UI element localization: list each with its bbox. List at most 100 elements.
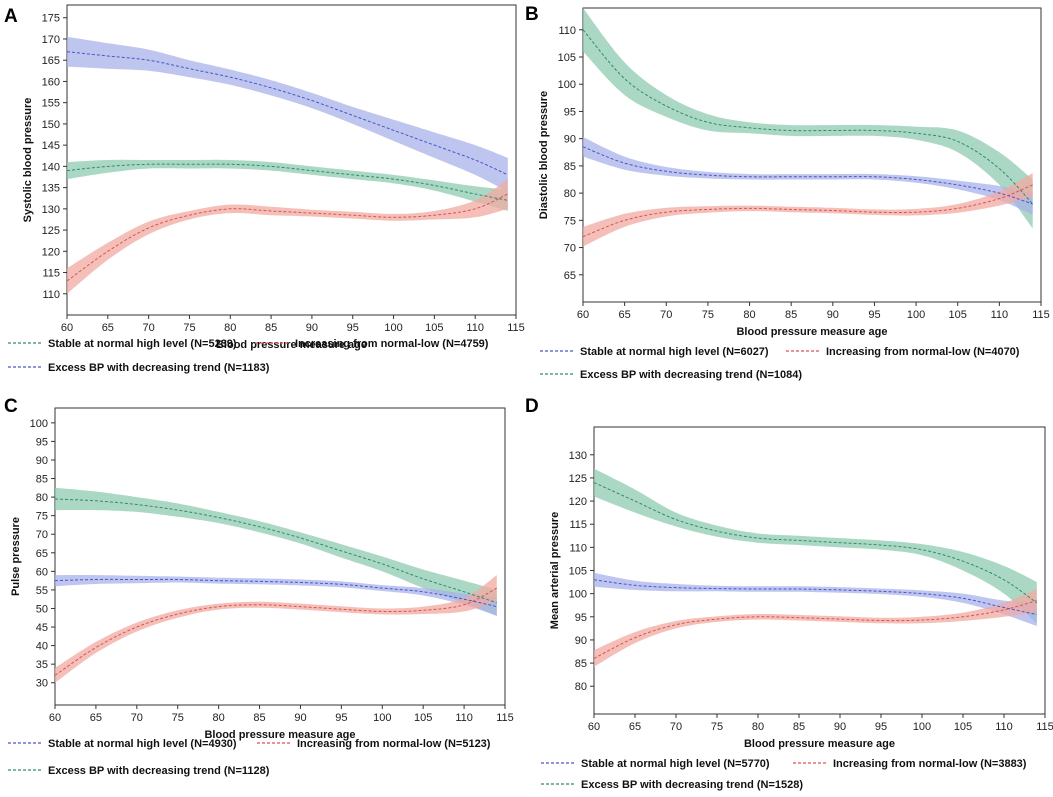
y-tick-label: 170 xyxy=(42,34,60,46)
x-tick-label: 110 xyxy=(455,712,473,724)
x-tick-label: 115 xyxy=(1032,309,1050,321)
x-tick-label: 90 xyxy=(306,322,318,334)
y-tick-label: 55 xyxy=(36,585,48,597)
x-axis-label: Blood pressure measure age xyxy=(204,729,355,741)
x-tick-label: 60 xyxy=(49,712,61,724)
x-tick-label: 90 xyxy=(827,309,839,321)
x-tick-label: 75 xyxy=(183,322,195,334)
x-tick-label: 65 xyxy=(90,712,102,724)
y-tick-label: 125 xyxy=(42,225,60,237)
y-tick-label: 65 xyxy=(36,548,48,560)
x-tick-label: 70 xyxy=(131,712,143,724)
y-tick-label: 135 xyxy=(42,183,60,195)
legend: Stable at normal high level (N=5239) Incr… xyxy=(8,338,489,374)
x-tick-label: 105 xyxy=(949,309,967,321)
y-tick-label: 110 xyxy=(42,289,60,301)
legend-item-red: Increasing from normal-low (N=5123) xyxy=(257,738,491,750)
y-tick-label: 40 xyxy=(36,641,48,653)
x-axis-label: Blood pressure measure age xyxy=(736,326,887,338)
x-tick-label: 100 xyxy=(913,721,931,733)
x-tick-label: 75 xyxy=(711,721,723,733)
panel-letter: C xyxy=(4,396,18,417)
x-tick-label: 70 xyxy=(143,322,155,334)
y-tick-label: 60 xyxy=(36,566,48,578)
series-line-green xyxy=(583,29,1034,205)
y-tick-label: 70 xyxy=(564,243,576,255)
panel-b: B 60 65 70 75 80 85 90 95 100 105 110 115 65 70 75 80 85 9… xyxy=(525,4,1050,381)
plot-area xyxy=(55,487,498,683)
legend-item-blue: Stable at normal high level (N=6027) xyxy=(540,346,769,358)
x-tick-label: 100 xyxy=(384,322,402,334)
y-tick-label: 90 xyxy=(564,134,576,146)
legend: Stable at normal high level (N=4930) Incr… xyxy=(8,738,491,777)
y-tick-label: 80 xyxy=(36,492,48,504)
series-line-blue xyxy=(583,146,1033,205)
y-tick-label: 115 xyxy=(42,268,60,280)
confidence-band-red xyxy=(583,173,1033,247)
series-line-blue xyxy=(594,579,1037,615)
y-tick-label: 45 xyxy=(36,622,48,634)
y-tick-label: 175 xyxy=(42,13,60,25)
x-tick-label: 80 xyxy=(743,309,755,321)
legend: Stable at normal high level (N=5770) Incr… xyxy=(541,758,1027,791)
x-tick-label: 110 xyxy=(466,322,484,334)
x-tick-label: 115 xyxy=(496,712,514,724)
x-tick-label: 85 xyxy=(253,712,265,724)
x-tick-label: 75 xyxy=(172,712,184,724)
confidence-band-green xyxy=(55,487,497,616)
x-tick-label: 85 xyxy=(793,721,805,733)
panel-d: D 60 65 70 75 80 85 90 95 100 105 110 115 80 85 90 95 100… xyxy=(525,396,1053,791)
legend-item-red: Increasing from normal-low (N=3883) xyxy=(793,758,1027,770)
x-tick-label: 80 xyxy=(752,721,764,733)
x-tick-label: 95 xyxy=(347,322,359,334)
x-tick-label: 60 xyxy=(588,721,600,733)
y-tick-label: 105 xyxy=(558,52,576,64)
y-tick-label: 150 xyxy=(42,119,60,131)
series-line-green xyxy=(55,498,497,604)
x-tick-label: 115 xyxy=(507,322,525,334)
y-tick-label: 145 xyxy=(42,140,60,152)
x-tick-label: 70 xyxy=(670,721,682,733)
legend-label-red: Increasing from normal-low (N=3883) xyxy=(833,758,1027,770)
y-tick-label: 100 xyxy=(558,79,576,91)
y-tick-label: 85 xyxy=(575,658,587,670)
legend-item-blue: Excess BP with decreasing trend (N=1183) xyxy=(8,362,270,374)
legend-item-green: Excess BP with decreasing trend (N=1084) xyxy=(540,369,802,381)
y-tick-label: 80 xyxy=(564,188,576,200)
legend-item-blue: Stable at normal high level (N=5770) xyxy=(541,758,770,770)
y-tick-label: 120 xyxy=(42,246,60,258)
y-tick-label: 35 xyxy=(36,659,48,671)
y-tick-label: 115 xyxy=(569,519,587,531)
y-tick-label: 155 xyxy=(42,98,60,110)
confidence-band-red xyxy=(67,179,508,294)
x-tick-label: 100 xyxy=(373,712,391,724)
x-tick-label: 85 xyxy=(785,309,797,321)
y-tick-label: 85 xyxy=(564,161,576,173)
x-tick-label: 70 xyxy=(660,309,672,321)
y-tick-label: 165 xyxy=(42,55,60,67)
x-tick-label: 65 xyxy=(619,309,631,321)
x-tick-label: 65 xyxy=(629,721,641,733)
x-tick-label: 90 xyxy=(834,721,846,733)
x-tick-label: 105 xyxy=(954,721,972,733)
y-axis-label: Systolic blood pressure xyxy=(22,98,34,223)
y-tick-label: 50 xyxy=(36,603,48,615)
y-tick-label: 75 xyxy=(36,511,48,523)
legend-item-green: Excess BP with decreasing trend (N=1528) xyxy=(541,779,803,791)
x-tick-label: 100 xyxy=(907,309,925,321)
y-tick-label: 70 xyxy=(36,529,48,541)
plot-area xyxy=(67,36,509,294)
y-tick-label: 105 xyxy=(569,566,587,578)
panel-letter: D xyxy=(525,396,539,417)
x-tick-label: 110 xyxy=(995,721,1013,733)
plot-area xyxy=(594,468,1038,667)
x-tick-label: 60 xyxy=(61,322,73,334)
y-tick-label: 95 xyxy=(36,436,48,448)
y-tick-label: 90 xyxy=(36,455,48,467)
plot-frame xyxy=(66,4,517,316)
y-tick-label: 90 xyxy=(575,635,587,647)
legend-label-blue: Excess BP with decreasing trend (N=1183) xyxy=(48,362,270,374)
confidence-band-green xyxy=(67,159,508,211)
legend-label-green: Stable at normal high level (N=5239) xyxy=(48,338,237,350)
